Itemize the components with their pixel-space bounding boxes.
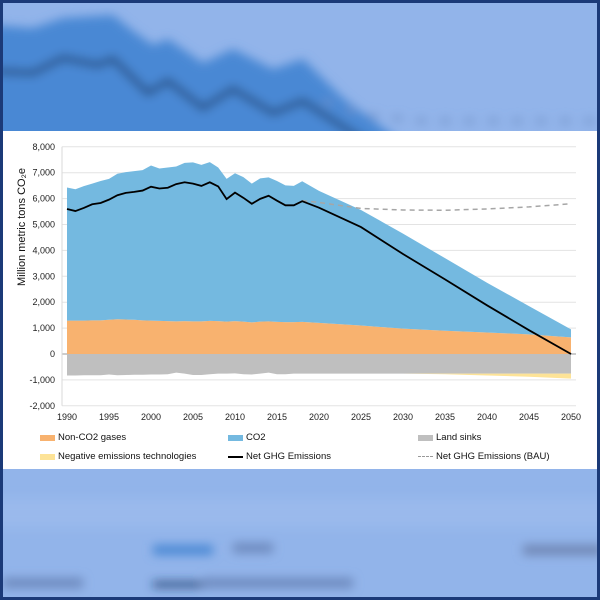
y-tick-label: 6,000 bbox=[32, 194, 55, 204]
y-tick-label: 1,000 bbox=[32, 323, 55, 333]
net-ghg-swatch bbox=[228, 455, 243, 458]
y-axis-label: Million metric tons CO₂e bbox=[16, 168, 28, 286]
chart-panel: 8,000 7,000 6,000 5,000 4,000 3,000 2,000 1,000… bbox=[3, 131, 597, 469]
co2-area bbox=[67, 162, 571, 338]
legend-item-land-sinks: Land sinks bbox=[418, 432, 481, 443]
legend-item-negative-emissions: Negative emissions technologies bbox=[40, 451, 196, 462]
legend-item-net-ghg: Net GHG Emissions bbox=[228, 451, 331, 462]
y-tick-label: 5,000 bbox=[32, 220, 55, 230]
emissions-chart: 8,000 7,000 6,000 5,000 4,000 3,000 2,000 1,000… bbox=[16, 142, 581, 422]
x-tick-label: 2025 bbox=[351, 412, 371, 422]
y-tick-label: 0 bbox=[50, 349, 55, 359]
legend-label: Negative emissions technologies bbox=[58, 451, 197, 462]
y-tick-label: -1,000 bbox=[29, 375, 55, 385]
legend-item-co2: CO2 bbox=[228, 432, 266, 443]
negative-emissions-area bbox=[67, 372, 571, 379]
co2-swatch bbox=[228, 434, 243, 441]
y-tick-label: 2,000 bbox=[32, 297, 55, 307]
blurred-axis-band bbox=[3, 498, 597, 528]
legend-label: CO2 bbox=[246, 432, 266, 443]
legend-label: Land sinks bbox=[436, 432, 482, 443]
blurred-text-a bbox=[3, 578, 83, 588]
x-tick-label: 1990 bbox=[57, 412, 77, 422]
net-ghg-bau-swatch bbox=[418, 456, 433, 457]
y-tick-labels: 8,000 7,000 6,000 5,000 4,000 3,000 2,000 1,000… bbox=[29, 142, 55, 411]
x-tick-label: 2045 bbox=[519, 412, 539, 422]
blurred-net-swatch bbox=[153, 582, 203, 587]
net-ghg-line bbox=[66, 181, 572, 355]
x-tick-label: 2020 bbox=[309, 412, 329, 422]
x-tick-label: 2040 bbox=[477, 412, 497, 422]
non-co2-area bbox=[67, 319, 571, 354]
land-sinks-area bbox=[67, 354, 571, 376]
y-tick-label: 7,000 bbox=[32, 168, 55, 178]
x-tick-label: 2010 bbox=[225, 412, 245, 422]
x-tick-label: 2030 bbox=[393, 412, 413, 422]
x-tick-label: 2035 bbox=[435, 412, 455, 422]
blurred-co2-swatch bbox=[153, 545, 213, 555]
legend-item-net-ghg-bau: Net GHG Emissions (BAU) bbox=[418, 451, 550, 462]
legend-label: Net GHG Emissions (BAU) bbox=[436, 451, 550, 462]
y-tick-label: -2,000 bbox=[29, 401, 55, 411]
blurred-text-c bbox=[233, 543, 273, 553]
blurred-net-line bbox=[3, 55, 385, 156]
blurred-background bbox=[3, 15, 597, 588]
blurred-bau-line bbox=[322, 99, 597, 123]
x-tick-label: 2000 bbox=[141, 412, 161, 422]
x-tick-label: 1995 bbox=[99, 412, 119, 422]
y-tick-label: 8,000 bbox=[32, 142, 55, 152]
x-tick-label: 2015 bbox=[267, 412, 287, 422]
x-tick-label: 2005 bbox=[183, 412, 203, 422]
y-tick-label: 4,000 bbox=[32, 245, 55, 255]
net-ghg-bau-line bbox=[302, 199, 572, 212]
y-tick-label: 3,000 bbox=[32, 271, 55, 281]
areas bbox=[67, 162, 571, 379]
non-co2-swatch bbox=[40, 434, 55, 441]
legend-item-non-co2: Non-CO2 gases bbox=[40, 432, 126, 443]
x-tick-labels: 1990 1995 2000 2005 2010 2015 2020 2025 2030 2035… bbox=[57, 412, 581, 422]
negative-emissions-swatch bbox=[40, 453, 55, 460]
legend-label: Net GHG Emissions bbox=[246, 451, 331, 462]
x-tick-label: 2050 bbox=[561, 412, 581, 422]
legend-label: Non-CO2 gases bbox=[58, 432, 127, 443]
land-sinks-swatch bbox=[418, 434, 433, 441]
blurred-land-swatch bbox=[523, 545, 597, 555]
blurred-text-b bbox=[203, 578, 353, 588]
lines bbox=[66, 181, 572, 355]
